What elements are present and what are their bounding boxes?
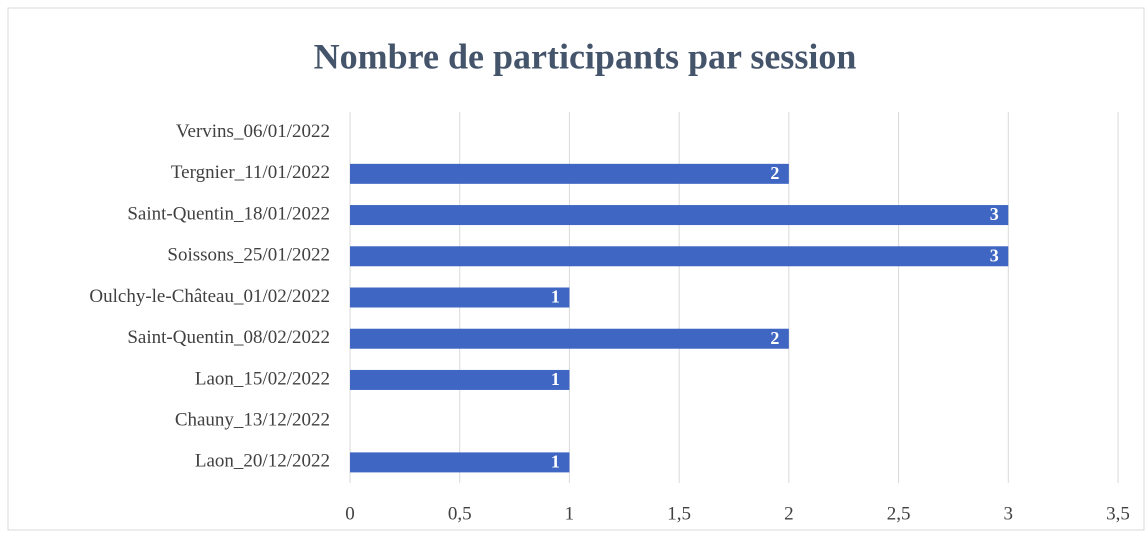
y-tick-label: Tergnier_11/01/2022: [171, 162, 330, 183]
bar: [350, 452, 570, 473]
data-label: 2: [770, 328, 779, 348]
data-label: 3: [990, 204, 999, 224]
x-tick-label: 3,5: [1106, 503, 1130, 524]
y-tick-label: Chauny_13/12/2022: [175, 410, 330, 431]
chart-border: [7, 7, 1145, 531]
x-tick-label: 1: [565, 503, 575, 524]
bar: [350, 369, 570, 390]
y-tick-label: Laon_15/02/2022: [195, 368, 330, 389]
bar: [350, 246, 1009, 267]
data-label: 2: [770, 163, 779, 183]
data-label: 1: [551, 452, 560, 472]
x-tick-label: 2: [784, 503, 794, 524]
x-tick-label: 0: [345, 503, 355, 524]
bar: [350, 205, 1009, 226]
y-tick-label: Laon_20/12/2022: [195, 451, 330, 472]
x-tick-label: 1,5: [667, 503, 691, 524]
x-tick-label: 2,5: [887, 503, 911, 524]
data-label: 3: [990, 245, 999, 265]
bar: [350, 163, 789, 184]
y-tick-label: Vervins_06/01/2022: [176, 121, 330, 142]
data-label: 1: [551, 287, 560, 307]
bar: [350, 287, 570, 308]
chart-title: Nombre de participants par session: [314, 36, 857, 76]
bar: [350, 328, 789, 349]
y-tick-label: Saint-Quentin_18/01/2022: [127, 203, 330, 224]
y-tick-label: Soissons_25/01/2022: [167, 245, 330, 266]
y-tick-label: Oulchy-le-Château_01/02/2022: [89, 286, 330, 307]
x-tick-label: 3: [1004, 503, 1014, 524]
y-tick-label: Saint-Quentin_08/02/2022: [127, 327, 330, 348]
data-label: 1: [551, 369, 560, 389]
x-tick-label: 0,5: [448, 503, 472, 524]
